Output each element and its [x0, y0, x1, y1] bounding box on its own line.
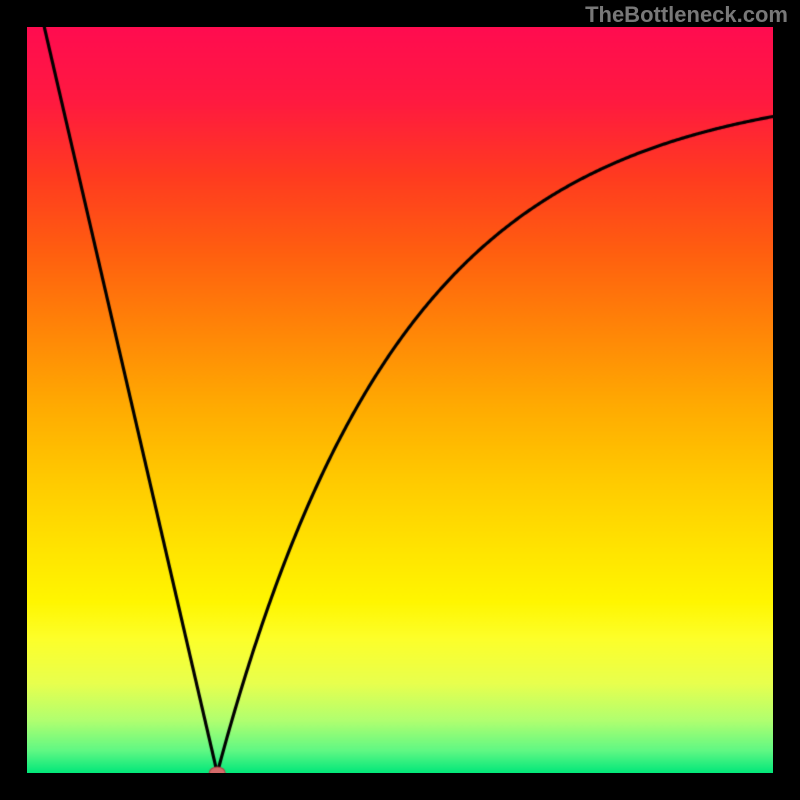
watermark-text: TheBottleneck.com: [585, 2, 788, 28]
plot-area: [27, 27, 773, 773]
bottleneck-curve: [27, 27, 773, 773]
chart-container: TheBottleneck.com: [0, 0, 800, 800]
